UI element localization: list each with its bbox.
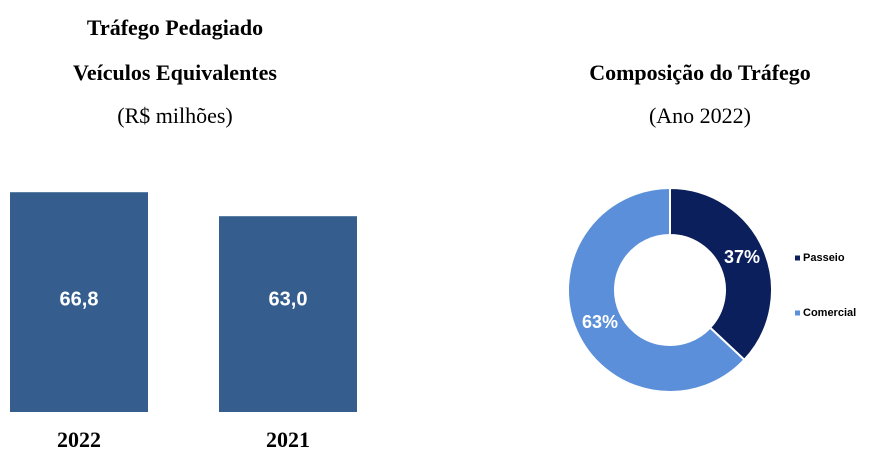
- bar-title: Tráfego Pedagiado: [87, 15, 263, 40]
- legend-swatch: [795, 310, 800, 316]
- bar-unit: (R$ milhões): [117, 103, 233, 128]
- x-tick-label: 2021: [266, 427, 310, 452]
- donut-title: Composição do Tráfego: [589, 60, 811, 85]
- donut-slice: [669, 186, 773, 362]
- x-tick-label: 2022: [57, 427, 101, 452]
- bar-value-label: 66,8: [60, 288, 99, 310]
- legend-label: Passeio: [803, 252, 845, 264]
- bar-subtitle: Veículos Equivalentes: [73, 60, 277, 85]
- legend-swatch: [795, 255, 800, 261]
- bar-value-label: 63,0: [269, 288, 308, 310]
- slice-label: 63%: [582, 312, 618, 332]
- donut-slice: [567, 186, 746, 393]
- bar: [10, 192, 148, 412]
- bar: [219, 216, 357, 412]
- donut-subtitle: (Ano 2022): [649, 103, 751, 128]
- slice-label: 37%: [724, 247, 760, 267]
- legend-label: Comercial: [803, 307, 856, 319]
